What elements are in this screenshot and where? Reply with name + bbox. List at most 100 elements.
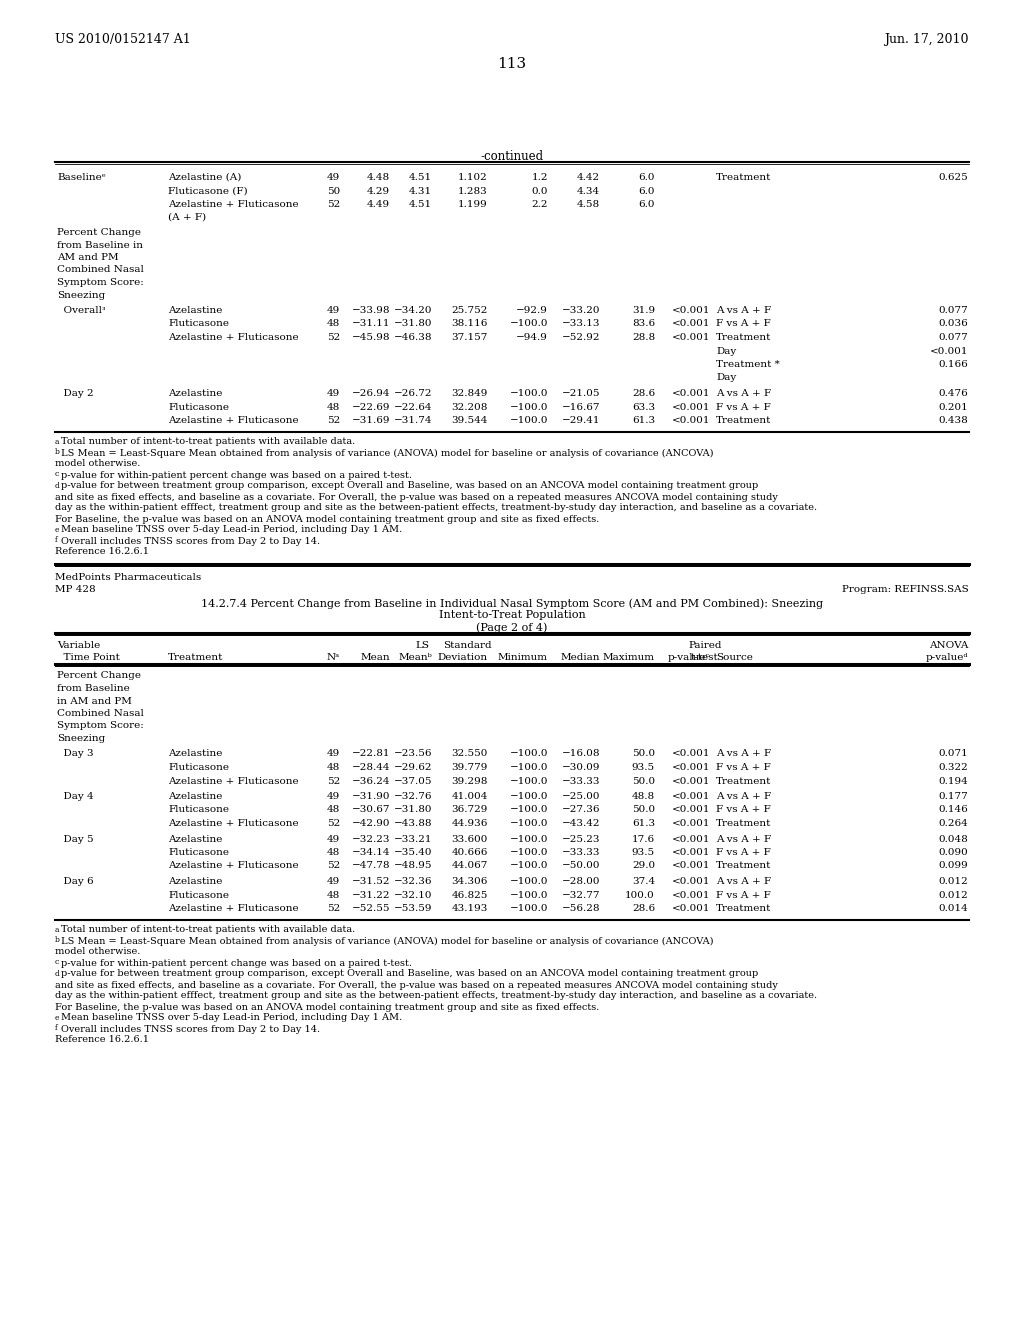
Text: 37.4: 37.4	[632, 876, 655, 886]
Text: 25.752: 25.752	[452, 306, 488, 315]
Text: from Baseline: from Baseline	[57, 684, 130, 693]
Text: 93.5: 93.5	[632, 847, 655, 857]
Text: 63.3: 63.3	[632, 403, 655, 412]
Text: <0.001: <0.001	[672, 876, 710, 886]
Text: Mean baseline TNSS over 5-day Lead-in Period, including Day 1 AM.: Mean baseline TNSS over 5-day Lead-in Pe…	[61, 525, 402, 535]
Text: −33.33: −33.33	[561, 776, 600, 785]
Text: 113: 113	[498, 57, 526, 71]
Text: 4.51: 4.51	[409, 173, 432, 182]
Text: −100.0: −100.0	[510, 891, 548, 899]
Text: 49: 49	[327, 876, 340, 886]
Text: Reference 16.2.6.1: Reference 16.2.6.1	[55, 1035, 150, 1044]
Text: −100.0: −100.0	[510, 389, 548, 399]
Text: LS Mean = Least-Square Mean obtained from analysis of variance (ANOVA) model for: LS Mean = Least-Square Mean obtained fro…	[61, 936, 714, 945]
Text: Combined Nasal: Combined Nasal	[57, 265, 144, 275]
Text: b: b	[55, 449, 59, 457]
Text: −100.0: −100.0	[510, 763, 548, 772]
Text: Fluticasone: Fluticasone	[168, 847, 229, 857]
Text: 29.0: 29.0	[632, 862, 655, 870]
Text: c: c	[55, 958, 59, 966]
Text: 6.0: 6.0	[639, 201, 655, 209]
Text: −53.59: −53.59	[393, 904, 432, 913]
Text: A vs A + F: A vs A + F	[716, 306, 771, 315]
Text: 6.0: 6.0	[639, 186, 655, 195]
Text: −32.36: −32.36	[393, 876, 432, 886]
Text: 36.729: 36.729	[452, 805, 488, 814]
Text: <0.001: <0.001	[672, 416, 710, 425]
Text: 52: 52	[327, 201, 340, 209]
Text: −32.77: −32.77	[561, 891, 600, 899]
Text: <0.001: <0.001	[672, 805, 710, 814]
Text: Treatment: Treatment	[716, 776, 771, 785]
Text: Percent Change: Percent Change	[57, 672, 141, 681]
Text: For Baseline, the p-value was based on an ANOVA model containing treatment group: For Baseline, the p-value was based on a…	[55, 1002, 599, 1011]
Text: 28.6: 28.6	[632, 904, 655, 913]
Text: Variable: Variable	[57, 642, 100, 651]
Text: A vs A + F: A vs A + F	[716, 389, 771, 399]
Text: <0.001: <0.001	[672, 891, 710, 899]
Text: 48.8: 48.8	[632, 792, 655, 801]
Text: Fluticasone: Fluticasone	[168, 319, 229, 329]
Text: −36.24: −36.24	[351, 776, 390, 785]
Text: 0.090: 0.090	[938, 847, 968, 857]
Text: A vs A + F: A vs A + F	[716, 876, 771, 886]
Text: <0.001: <0.001	[672, 750, 710, 759]
Text: −31.90: −31.90	[351, 792, 390, 801]
Text: 61.3: 61.3	[632, 818, 655, 828]
Text: 4.31: 4.31	[409, 186, 432, 195]
Text: 0.264: 0.264	[938, 818, 968, 828]
Text: −25.00: −25.00	[561, 792, 600, 801]
Text: −31.22: −31.22	[351, 891, 390, 899]
Text: Fluticasone: Fluticasone	[168, 403, 229, 412]
Text: 0.177: 0.177	[938, 792, 968, 801]
Text: −47.78: −47.78	[351, 862, 390, 870]
Text: −100.0: −100.0	[510, 805, 548, 814]
Text: −100.0: −100.0	[510, 834, 548, 843]
Text: Day 2: Day 2	[57, 389, 93, 399]
Text: Azelastine + Fluticasone: Azelastine + Fluticasone	[168, 904, 299, 913]
Text: 93.5: 93.5	[632, 763, 655, 772]
Text: −100.0: −100.0	[510, 818, 548, 828]
Text: −100.0: −100.0	[510, 904, 548, 913]
Text: 52: 52	[327, 818, 340, 828]
Text: 4.42: 4.42	[577, 173, 600, 182]
Text: F vs A + F: F vs A + F	[716, 319, 771, 329]
Text: −25.23: −25.23	[561, 834, 600, 843]
Text: −31.80: −31.80	[393, 319, 432, 329]
Text: 49: 49	[327, 306, 340, 315]
Text: −100.0: −100.0	[510, 792, 548, 801]
Text: −31.80: −31.80	[393, 805, 432, 814]
Text: Median: Median	[560, 652, 600, 661]
Text: −16.08: −16.08	[561, 750, 600, 759]
Text: 44.067: 44.067	[452, 862, 488, 870]
Text: 0.476: 0.476	[938, 389, 968, 399]
Text: <0.001: <0.001	[672, 306, 710, 315]
Text: Symptom Score:: Symptom Score:	[57, 279, 143, 286]
Text: −26.72: −26.72	[393, 389, 432, 399]
Text: Mean: Mean	[360, 652, 390, 661]
Text: 49: 49	[327, 750, 340, 759]
Text: Maximum: Maximum	[603, 652, 655, 661]
Text: Mean baseline TNSS over 5-day Lead-in Period, including Day 1 AM.: Mean baseline TNSS over 5-day Lead-in Pe…	[61, 1014, 402, 1023]
Text: <0.001: <0.001	[672, 403, 710, 412]
Text: Sneezing: Sneezing	[57, 734, 105, 743]
Text: MP 428: MP 428	[55, 586, 95, 594]
Text: 4.58: 4.58	[577, 201, 600, 209]
Text: 4.49: 4.49	[367, 201, 390, 209]
Text: 28.6: 28.6	[632, 389, 655, 399]
Text: <0.001: <0.001	[672, 319, 710, 329]
Text: Day: Day	[716, 346, 736, 355]
Text: −100.0: −100.0	[510, 319, 548, 329]
Text: −28.44: −28.44	[351, 763, 390, 772]
Text: 0.077: 0.077	[938, 306, 968, 315]
Text: <0.001: <0.001	[672, 847, 710, 857]
Text: 50.0: 50.0	[632, 805, 655, 814]
Text: −46.38: −46.38	[393, 333, 432, 342]
Text: c: c	[55, 470, 59, 479]
Text: Overallᶟ: Overallᶟ	[57, 306, 105, 315]
Text: -continued: -continued	[480, 150, 544, 162]
Text: 0.146: 0.146	[938, 805, 968, 814]
Text: p-valueᵈ: p-valueᵈ	[926, 652, 968, 661]
Text: −33.21: −33.21	[393, 834, 432, 843]
Text: 48: 48	[327, 319, 340, 329]
